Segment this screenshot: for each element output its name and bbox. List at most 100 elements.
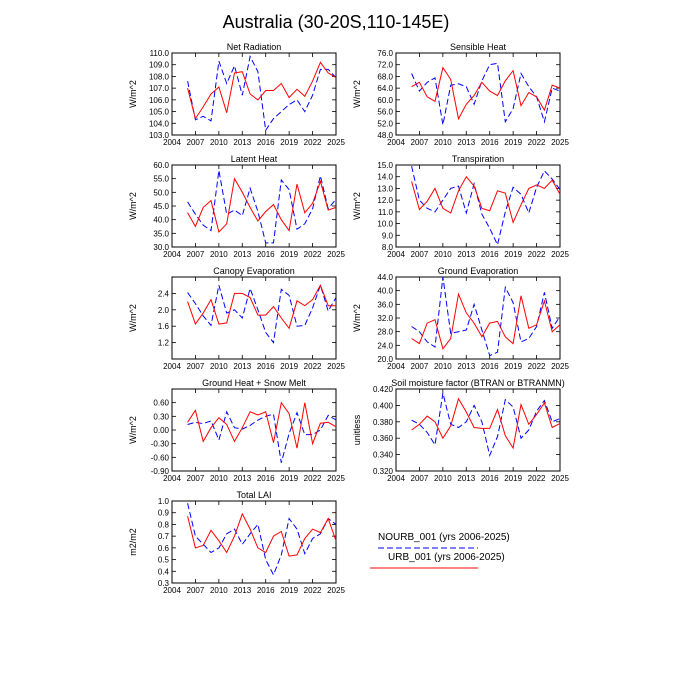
x-tick-label: 2025 [327, 250, 345, 259]
chart-title: Ground Evaporation [438, 266, 519, 276]
y-tick-label: 104.0 [149, 119, 170, 128]
x-tick-label: 2019 [280, 362, 298, 371]
x-tick-label: 2007 [187, 138, 205, 147]
y-tick-label: 64.0 [377, 84, 393, 93]
y-tick-label: 0.6 [158, 544, 170, 553]
series-line-nourb-001 [187, 55, 337, 132]
y-tick-label: 28.0 [377, 328, 393, 337]
x-tick-label: 2010 [210, 474, 228, 483]
x-tick-label: 2004 [163, 250, 181, 259]
y-tick-label: 0.9 [158, 509, 170, 518]
x-tick-label: 2022 [304, 586, 322, 595]
y-axis-label: W/m^2 [352, 192, 362, 220]
x-tick-label: 2022 [304, 474, 322, 483]
chart-soil-moisture-factor-btran-or-btranmn: Soil moisture factor (BTRAN or BTRANMN) u… [352, 378, 569, 483]
chart-title: Canopy Evaporation [213, 266, 295, 276]
chart-total-lai: Total LAI m2/m2 2004 2007 2010 2013 2016 2019 20… [128, 490, 345, 595]
x-tick-label: 2022 [304, 362, 322, 371]
y-tick-label: 1.2 [158, 339, 170, 348]
series-line-urb-001 [411, 175, 561, 224]
x-tick-label: 2004 [387, 362, 405, 371]
x-tick-label: 2004 [163, 138, 181, 147]
y-axis-label: W/m^2 [128, 80, 138, 108]
x-tick-label: 2025 [551, 250, 569, 259]
x-tick-label: 2010 [434, 250, 452, 259]
y-tick-label: 103.0 [149, 131, 170, 140]
y-tick-label: 14.0 [377, 173, 393, 182]
series-line-nourb-001 [187, 283, 337, 344]
y-tick-label: 35.0 [153, 229, 169, 238]
plot-frame [395, 388, 561, 472]
chart-sensible-heat: Sensible Heat W/m^2 2004 2007 2010 2013 2016 20… [352, 42, 569, 147]
y-tick-label: 106.0 [149, 96, 170, 105]
x-tick-label: 2019 [504, 138, 522, 147]
x-tick-label: 2025 [327, 138, 345, 147]
legend-label-urb: URB_001 (yrs 2006-2025) [388, 552, 505, 563]
x-tick-label: 2007 [411, 138, 429, 147]
x-tick-label: 2004 [163, 362, 181, 371]
x-tick-label: 2016 [257, 474, 275, 483]
y-tick-label: -0.30 [151, 440, 170, 449]
y-tick-label: 48.0 [377, 131, 393, 140]
chart-ground-evaporation: Ground Evaporation W/m^2 2004 2007 2010 2013 2… [352, 266, 569, 371]
y-tick-label: 1.0 [158, 497, 170, 506]
x-tick-label: 2013 [233, 586, 251, 595]
y-tick-label: 109.0 [149, 61, 170, 70]
y-tick-label: 0.30 [153, 412, 169, 421]
x-tick-label: 2025 [327, 474, 345, 483]
y-tick-label: 20.0 [377, 355, 393, 364]
series-line-nourb-001 [187, 503, 337, 577]
x-tick-label: 2016 [257, 362, 275, 371]
plot-frame [395, 52, 561, 136]
y-tick-label: 10.0 [377, 220, 393, 229]
y-axis-label: W/m^2 [352, 80, 362, 108]
y-tick-label: 0.3 [158, 579, 170, 588]
x-tick-label: 2022 [528, 362, 546, 371]
y-tick-label: 45.0 [153, 202, 169, 211]
series-line-urb-001 [187, 512, 337, 557]
x-tick-label: 2013 [457, 474, 475, 483]
x-tick-label: 2007 [411, 362, 429, 371]
legend-label-nourb: NOURB_001 (yrs 2006-2025) [378, 532, 510, 543]
x-tick-label: 2007 [411, 250, 429, 259]
x-tick-label: 2013 [233, 362, 251, 371]
x-tick-label: 2019 [280, 474, 298, 483]
chart-ground-heat-snow-melt: Ground Heat + Snow Melt W/m^2 2004 2007 2010… [128, 378, 345, 483]
y-axis-label: W/m^2 [128, 304, 138, 332]
chart-title: Latent Heat [231, 154, 278, 164]
y-axis-label: W/m^2 [128, 192, 138, 220]
series-line-nourb-001 [411, 392, 561, 458]
y-tick-label: 8.0 [382, 243, 394, 252]
y-tick-label: 13.0 [377, 184, 393, 193]
plot-frame [171, 164, 337, 248]
panels-group: Net Radiation W/m^2 2004 2007 2010 2013 2016 20… [128, 42, 569, 595]
x-tick-label: 2022 [528, 474, 546, 483]
y-tick-label: 107.0 [149, 84, 170, 93]
x-tick-label: 2010 [210, 138, 228, 147]
y-tick-label: 1.6 [158, 322, 170, 331]
chart-title: Sensible Heat [450, 42, 507, 52]
y-tick-label: 32.0 [377, 314, 393, 323]
y-tick-label: 40.0 [377, 287, 393, 296]
series-line-urb-001 [187, 284, 336, 330]
y-tick-label: 44.0 [377, 273, 393, 282]
y-axis-label: unitless [352, 414, 362, 445]
y-tick-label: 0.5 [158, 556, 170, 565]
y-tick-label: 76.0 [377, 49, 393, 58]
x-tick-label: 2004 [387, 250, 405, 259]
y-tick-label: 2.4 [158, 289, 170, 298]
x-tick-label: 2004 [387, 474, 405, 483]
x-tick-label: 2013 [233, 250, 251, 259]
y-tick-label: -0.60 [151, 453, 170, 462]
y-tick-label: 52.0 [377, 119, 393, 128]
y-tick-label: 0.380 [373, 418, 394, 427]
y-tick-label: 60.0 [377, 96, 393, 105]
y-tick-label: 15.0 [377, 161, 393, 170]
y-tick-label: 60.0 [153, 161, 169, 170]
figure-title: Australia (30-20S,110-145E) [223, 12, 450, 32]
x-tick-label: 2013 [233, 138, 251, 147]
x-tick-label: 2025 [551, 474, 569, 483]
y-tick-label: 105.0 [149, 108, 170, 117]
y-tick-label: 0.340 [373, 451, 394, 460]
